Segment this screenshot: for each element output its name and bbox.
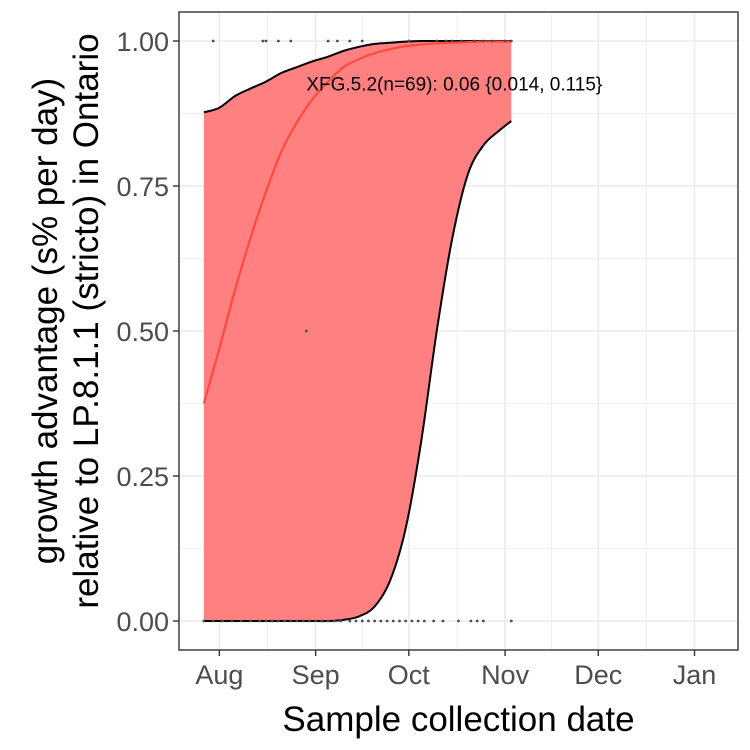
data-point: [348, 39, 352, 43]
y-axis-title-line-2: relative to LP.8.1.1 (stricto) in Ontari…: [67, 33, 106, 608]
x-tick-label: Dec: [574, 660, 622, 690]
data-point: [202, 619, 206, 623]
confidence-ribbon: [203, 40, 512, 622]
data-point: [481, 39, 485, 43]
data-points: [202, 39, 513, 623]
data-point: [469, 619, 473, 623]
data-point: [276, 619, 280, 623]
data-point: [348, 619, 352, 623]
data-point: [379, 619, 383, 623]
y-axis-title-line-1: growth advantage (s% per day): [26, 78, 65, 564]
data-point: [360, 619, 364, 623]
data-point: [211, 39, 215, 43]
data-point: [444, 39, 448, 43]
data-point: [509, 39, 513, 43]
data-point: [261, 39, 265, 43]
confidence-ribbon-layer: [203, 39, 512, 623]
fit-line: [202, 40, 512, 404]
data-point: [320, 619, 324, 623]
y-tick-label: 0.00: [116, 607, 169, 637]
y-tick-label: 0.75: [116, 172, 169, 202]
data-point: [472, 39, 476, 43]
y-tick-label: 0.25: [116, 462, 169, 492]
ribbon-lower-edge: [203, 120, 512, 623]
x-tick-label: Sep: [292, 660, 340, 690]
data-point: [295, 619, 299, 623]
data-point: [450, 39, 454, 43]
ribbon-upper-edge: [203, 39, 512, 114]
y-tick-label: 0.50: [116, 317, 169, 347]
data-point: [264, 39, 268, 43]
data-point: [391, 619, 395, 623]
data-point: [460, 39, 464, 43]
data-point: [435, 39, 439, 43]
data-point: [373, 619, 377, 623]
data-point: [398, 619, 401, 623]
data-point: [264, 619, 268, 623]
x-axis-title: Sample collection date: [282, 700, 634, 739]
data-point: [367, 619, 370, 623]
data-point: [283, 619, 286, 623]
data-point: [457, 619, 460, 623]
data-point: [335, 39, 339, 43]
data-point: [258, 619, 262, 623]
data-point: [326, 619, 330, 623]
data-point: [301, 619, 305, 623]
y-axis-ticks: 0.00 0.25 0.50 0.75 1.00: [116, 27, 179, 637]
data-point: [332, 619, 336, 623]
data-point: [270, 619, 274, 623]
data-point: [230, 619, 234, 623]
data-point: [360, 39, 364, 43]
x-tick-label: Nov: [481, 660, 530, 690]
data-point: [239, 619, 243, 623]
fit-annotation: XFG.5.2(n=69): 0.06 {0.014, 0.115}: [306, 74, 602, 95]
data-point: [491, 39, 495, 43]
data-point: [503, 39, 507, 43]
data-point: [314, 619, 318, 623]
data-point: [385, 619, 389, 623]
data-point: [432, 619, 436, 623]
data-point: [308, 619, 311, 623]
x-tick-label: Aug: [195, 660, 243, 690]
x-tick-label: Jan: [673, 660, 717, 690]
data-point: [354, 619, 358, 623]
data-point: [481, 619, 485, 623]
data-point: [422, 619, 426, 623]
data-point: [249, 619, 252, 623]
data-point: [416, 619, 420, 623]
data-point: [339, 619, 342, 623]
data-point: [407, 39, 411, 43]
data-point: [326, 39, 330, 43]
x-axis-ticks: Aug Sep Oct Nov Dec Jan: [195, 650, 716, 690]
data-point: [276, 39, 280, 43]
data-point: [289, 39, 293, 43]
data-point: [289, 619, 293, 623]
data-point: [441, 619, 445, 623]
x-tick-label: Oct: [388, 660, 431, 690]
data-point: [475, 619, 479, 623]
y-axis-title: growth advantage (s% per day) relative t…: [26, 33, 106, 608]
data-point: [304, 329, 308, 333]
data-point: [410, 619, 414, 623]
data-point: [221, 619, 224, 623]
data-point: [509, 619, 513, 623]
data-point: [211, 619, 215, 623]
y-tick-label: 1.00: [116, 27, 169, 57]
data-point: [404, 619, 408, 623]
